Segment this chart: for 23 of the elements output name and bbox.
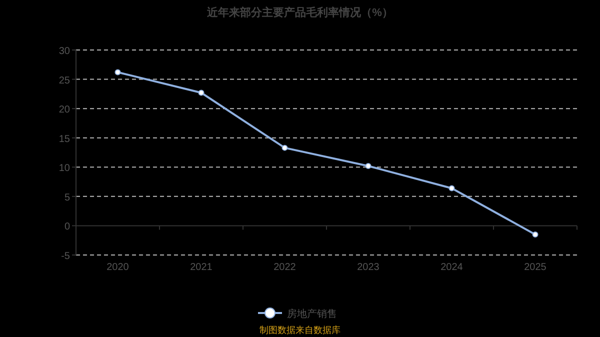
point [198, 90, 204, 96]
x-tick-label: 2021 [190, 262, 213, 273]
y-tick-label: 0 [64, 222, 70, 233]
chart-title: 近年来部分主要产品毛利率情况（%） [206, 6, 393, 19]
x-tick-label: 2022 [274, 262, 296, 273]
y-tick-label: 30 [58, 46, 70, 57]
point [282, 144, 288, 151]
point [114, 69, 121, 76]
y-tick-label: 20 [58, 104, 70, 116]
x-tick-label: 2024 [440, 262, 464, 273]
y-tick-label: 15 [58, 134, 70, 145]
y-tick-label: -5 [61, 251, 70, 262]
y-tick-label: 25 [58, 75, 70, 86]
text: 制图数据来自数据库 [260, 325, 340, 335]
point [532, 232, 538, 238]
legend-label: 房地产销售 [287, 308, 337, 320]
x-tick-label: 2025 [524, 262, 547, 273]
point [448, 185, 455, 192]
y-tick-label: 10 [58, 163, 70, 174]
x-tick-label: 2020 [106, 262, 130, 273]
y-tick-label: 5 [64, 192, 70, 204]
x-tick-label: 2023 [357, 262, 380, 273]
point [365, 162, 372, 169]
